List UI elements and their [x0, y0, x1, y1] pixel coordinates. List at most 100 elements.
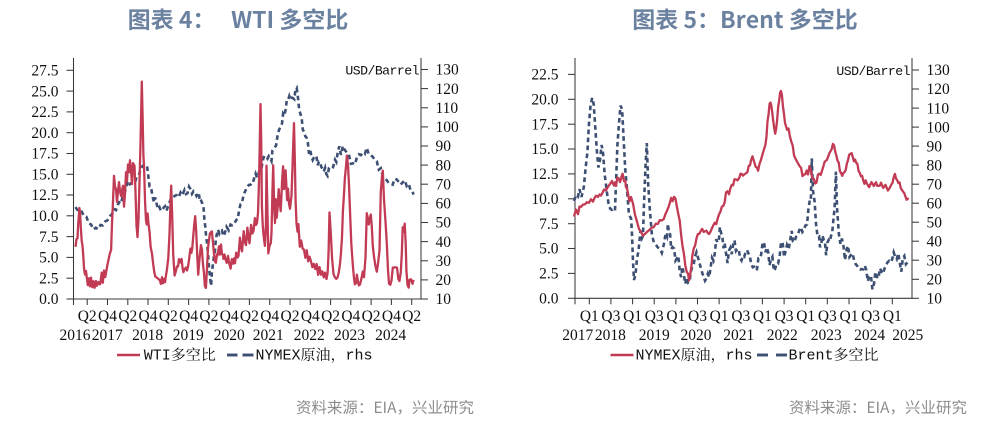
- svg-text:2.5: 2.5: [539, 266, 559, 283]
- svg-text:0.0: 0.0: [39, 291, 59, 308]
- svg-text:rhs: rhs: [346, 347, 373, 364]
- svg-text:7.5: 7.5: [39, 229, 59, 246]
- svg-text:Q1: Q1: [753, 308, 772, 325]
- svg-text:20.0: 20.0: [531, 92, 558, 109]
- svg-text:Q2: Q2: [281, 308, 300, 325]
- svg-text:10.0: 10.0: [31, 208, 58, 225]
- svg-text:5.0: 5.0: [539, 241, 559, 258]
- svg-text:Q3: Q3: [688, 308, 707, 325]
- svg-text:100: 100: [436, 119, 460, 136]
- svg-text:Q3: Q3: [861, 308, 880, 325]
- svg-text:50: 50: [927, 214, 943, 231]
- svg-text:20: 20: [927, 272, 943, 289]
- svg-text:15.0: 15.0: [31, 167, 58, 184]
- svg-text:Q4: Q4: [260, 308, 279, 325]
- svg-text:2022: 2022: [767, 327, 798, 344]
- svg-text:22.5: 22.5: [31, 104, 58, 121]
- svg-text:2021: 2021: [723, 327, 754, 344]
- svg-text:50: 50: [436, 215, 452, 232]
- svg-text:Q2: Q2: [321, 308, 340, 325]
- svg-text:2016: 2016: [60, 327, 91, 344]
- svg-text:2020: 2020: [681, 327, 712, 344]
- svg-text:Q2: Q2: [159, 308, 178, 325]
- svg-text:Q3: Q3: [818, 308, 837, 325]
- svg-text:110: 110: [436, 100, 459, 117]
- svg-text:22.5: 22.5: [531, 67, 558, 84]
- svg-text:70: 70: [436, 176, 452, 193]
- svg-text:5.0: 5.0: [39, 250, 59, 267]
- svg-text:2017: 2017: [92, 327, 123, 344]
- svg-text:2023: 2023: [334, 327, 365, 344]
- svg-text:Q2: Q2: [118, 308, 137, 325]
- svg-text:30: 30: [927, 252, 943, 269]
- svg-text:80: 80: [927, 157, 943, 174]
- svg-text:2.5: 2.5: [39, 270, 59, 287]
- svg-text:Q3: Q3: [775, 308, 794, 325]
- svg-text:2018: 2018: [132, 327, 163, 344]
- svg-text:USD/Barrel: USD/Barrel: [836, 64, 910, 79]
- svg-text:130: 130: [436, 62, 460, 79]
- svg-text:Q2: Q2: [362, 308, 381, 325]
- svg-text:Q1: Q1: [580, 308, 599, 325]
- svg-text:Brent: Brent: [789, 347, 834, 364]
- svg-text:Q1: Q1: [710, 308, 729, 325]
- svg-text:70: 70: [927, 176, 943, 193]
- svg-text:NYMEX: NYMEX: [256, 347, 301, 364]
- svg-text:Q4: Q4: [301, 308, 320, 325]
- svg-text:rhs: rhs: [726, 347, 753, 364]
- svg-text:40: 40: [436, 234, 452, 251]
- svg-text:2018: 2018: [595, 327, 626, 344]
- svg-text:2025: 2025: [892, 327, 923, 344]
- svg-text:25.0: 25.0: [31, 83, 58, 100]
- svg-text:40: 40: [927, 233, 943, 250]
- svg-text:Q3: Q3: [731, 308, 750, 325]
- svg-text:10: 10: [436, 291, 452, 308]
- svg-text:Q2: Q2: [78, 308, 97, 325]
- svg-text:Q1: Q1: [796, 308, 815, 325]
- svg-text:Q4: Q4: [98, 308, 117, 325]
- svg-text:2021: 2021: [253, 327, 284, 344]
- svg-text:15.0: 15.0: [531, 141, 558, 158]
- svg-text:Q1: Q1: [840, 308, 859, 325]
- svg-text:2023: 2023: [811, 327, 842, 344]
- svg-text:WTI: WTI: [144, 347, 171, 364]
- svg-text:Q4: Q4: [382, 308, 401, 325]
- svg-text:2024: 2024: [854, 327, 885, 344]
- svg-text:Q4: Q4: [220, 308, 239, 325]
- svg-text:NYMEX: NYMEX: [636, 347, 681, 364]
- svg-text:Q3: Q3: [601, 308, 620, 325]
- svg-text:Q4: Q4: [341, 308, 360, 325]
- svg-text:Q1: Q1: [623, 308, 642, 325]
- svg-text:2020: 2020: [214, 327, 245, 344]
- svg-text:80: 80: [436, 157, 452, 174]
- svg-text:90: 90: [436, 138, 452, 155]
- svg-text:Q2: Q2: [199, 308, 218, 325]
- svg-text:2019: 2019: [639, 327, 670, 344]
- svg-text:7.5: 7.5: [539, 216, 559, 233]
- svg-text:17.5: 17.5: [531, 116, 558, 133]
- svg-text:27.5: 27.5: [31, 63, 58, 80]
- svg-text:Q2: Q2: [402, 308, 421, 325]
- svg-text:USD/Barrel: USD/Barrel: [345, 64, 419, 79]
- svg-text:30: 30: [436, 253, 452, 270]
- svg-text:Q4: Q4: [179, 308, 198, 325]
- svg-text:10: 10: [927, 291, 943, 308]
- svg-text:Q1: Q1: [666, 308, 685, 325]
- svg-text:Q3: Q3: [645, 308, 664, 325]
- svg-text:120: 120: [436, 81, 460, 98]
- svg-text:20: 20: [436, 272, 452, 289]
- svg-text:120: 120: [927, 81, 951, 98]
- svg-text:2017: 2017: [562, 327, 593, 344]
- svg-text:60: 60: [436, 196, 452, 213]
- svg-text:Q4: Q4: [139, 308, 158, 325]
- svg-text:60: 60: [927, 195, 943, 212]
- svg-text:2019: 2019: [173, 327, 204, 344]
- svg-text:12.5: 12.5: [531, 166, 558, 183]
- svg-text:2024: 2024: [375, 327, 406, 344]
- svg-text:90: 90: [927, 138, 943, 155]
- svg-text:2022: 2022: [294, 327, 325, 344]
- svg-text:110: 110: [927, 100, 950, 117]
- svg-text:20.0: 20.0: [31, 125, 58, 142]
- svg-text:10.0: 10.0: [531, 191, 558, 208]
- svg-text:Q1: Q1: [883, 308, 902, 325]
